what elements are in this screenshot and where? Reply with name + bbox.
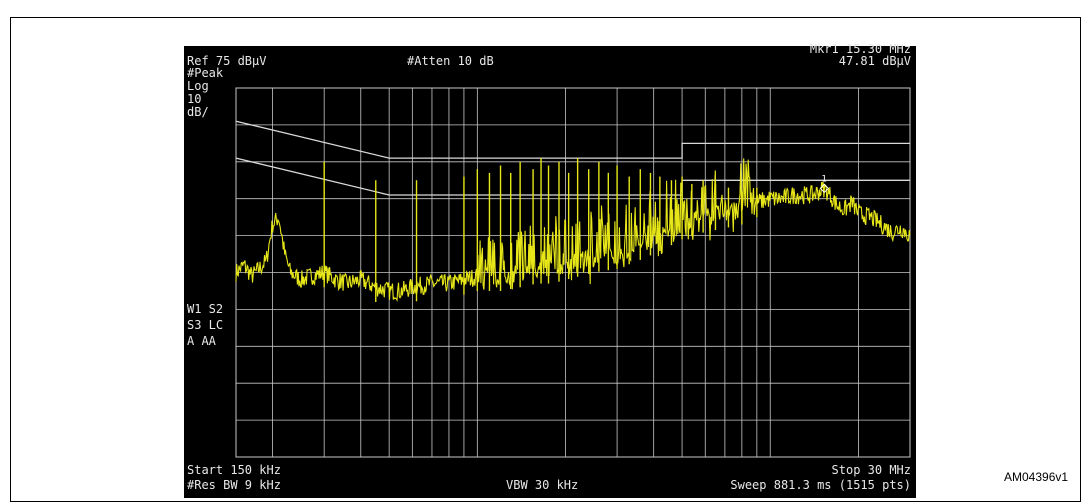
trace-layer (235, 158, 911, 303)
sweep-label: Sweep 881.3 ms (1515 pts) (730, 478, 911, 492)
detector-label: #Peak (187, 66, 224, 80)
marker-amplitude-label: 47.81 dBµV (838, 54, 911, 68)
start-frequency-label: Start 150 kHz (187, 463, 281, 477)
spectrum-plot: 1 (235, 87, 911, 458)
ref-level-label: Ref 75 dBµV (187, 54, 267, 68)
spectrum-trace (235, 158, 911, 303)
figure-id: AM04396v1 (1004, 470, 1069, 484)
limit-line (235, 120, 910, 159)
graticule (235, 87, 911, 458)
marker-diamond (819, 183, 830, 194)
analyzer-screen: 1 Ref 75 dBµV #Atten 10 dB Mkr1 15.30 MH… (184, 42, 916, 498)
marker-frequency-label: Mkr1 15.30 MHz (809, 42, 911, 56)
trace-status-line-1: W1 S2 (187, 302, 224, 316)
marker-layer: 1 (819, 174, 830, 194)
stop-frequency-label: Stop 30 MHz (831, 463, 911, 477)
trace-status-line-2: S3 LC (187, 318, 224, 332)
attenuation-label: #Atten 10 dB (407, 54, 494, 68)
vbw-label: VBW 30 kHz (506, 478, 579, 492)
trace-status-line-3: A AA (187, 334, 216, 348)
scale-unit-label: dB/ (187, 105, 209, 119)
figure-caption-clip (0, 0, 700, 5)
scale-type-label: Log (187, 79, 209, 93)
rbw-label: #Res BW 9 kHz (187, 478, 281, 492)
limit-line (235, 157, 910, 196)
scale-value-label: 10 (187, 92, 202, 106)
marker-number: 1 (821, 174, 826, 184)
limit-lines (235, 120, 910, 196)
figure-frame: 1 Ref 75 dBµV #Atten 10 dB Mkr1 15.30 MH… (10, 17, 1081, 502)
